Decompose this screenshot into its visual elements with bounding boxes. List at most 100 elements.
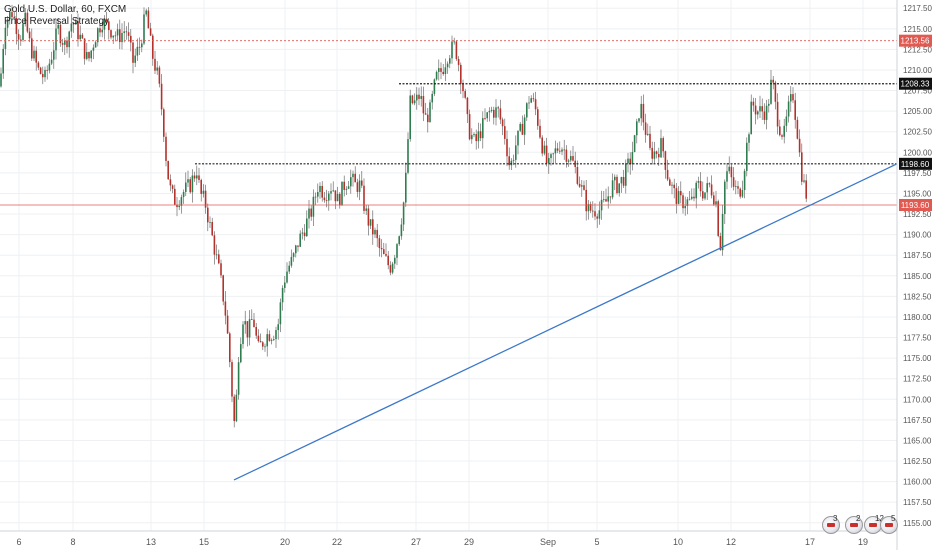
candle-body (396, 244, 398, 258)
candle-body (768, 103, 770, 106)
candle-body (616, 176, 618, 193)
candle-body (301, 232, 304, 234)
trendline-line[interactable] (233, 163, 898, 481)
candle-body (233, 396, 235, 422)
event-flag-icon[interactable] (880, 516, 898, 534)
candle-body (154, 58, 156, 71)
candle-body (121, 32, 123, 43)
candle-body (523, 117, 526, 135)
candle-body (345, 188, 348, 190)
candle-body (15, 18, 18, 35)
candle-body (207, 207, 209, 223)
candle-body (275, 330, 277, 340)
candle-body (277, 324, 279, 331)
candle-body (796, 119, 799, 139)
candle-body (149, 28, 152, 36)
y-tick-label: 1165.00 (903, 436, 932, 445)
candle-body (563, 149, 565, 151)
candle-body (167, 160, 169, 180)
x-tick-label: 19 (858, 537, 868, 547)
y-tick-label: 1180.00 (903, 313, 932, 322)
candle-body (273, 339, 275, 340)
event-flag-icon[interactable] (822, 516, 840, 534)
event-flag-icon[interactable] (845, 516, 863, 534)
y-tick-label: 1155.00 (903, 519, 932, 528)
candle-body (545, 145, 548, 164)
y-tick-label: 1175.00 (903, 354, 932, 363)
candle-body (97, 28, 99, 43)
candle-body (710, 184, 713, 196)
candle-body (684, 205, 686, 209)
candle-body (473, 134, 475, 136)
candle-body (55, 28, 57, 51)
candle-body (400, 224, 403, 237)
candle-body (303, 232, 306, 237)
candle-body (422, 96, 425, 114)
candle-body (202, 190, 205, 194)
y-tick-label: 1177.50 (903, 334, 932, 343)
candle-body (708, 183, 711, 185)
candle-body (589, 204, 592, 211)
candle-body (508, 156, 510, 166)
time-axis[interactable]: 6 8 13 15 20 22 27 29 Sep 5 10 12 17 19 (16, 537, 868, 547)
candle-body (110, 30, 112, 38)
candle-body (647, 133, 649, 135)
candle-body (81, 34, 84, 39)
candle-body (539, 125, 541, 138)
candle-body (358, 180, 361, 192)
candle-body (24, 12, 26, 25)
level-badge-label: 1213.56 (901, 37, 930, 46)
candle-body (499, 108, 502, 120)
y-tick-label: 1182.50 (903, 292, 932, 301)
candle-body (286, 271, 288, 283)
candle-body (350, 177, 352, 187)
candle-body (785, 116, 788, 126)
candle-body (251, 319, 253, 320)
candle-body (444, 67, 447, 75)
event-count: 5 (891, 514, 896, 523)
candle-body (686, 199, 689, 206)
candle-body (561, 149, 563, 152)
candle-body (737, 186, 739, 189)
candle-body (424, 113, 427, 115)
candle-body (235, 394, 238, 422)
candle-body (310, 208, 312, 217)
candle-body (695, 182, 697, 199)
candle-body (611, 180, 614, 198)
candle-body (127, 32, 130, 36)
candle-body (317, 192, 319, 197)
candle-body (178, 205, 180, 208)
candle-body (541, 137, 543, 154)
candle-body (664, 151, 667, 170)
candle-body (37, 62, 40, 68)
candle-body (152, 35, 154, 59)
price-axis[interactable]: 1155.00 1157.50 1160.00 1162.50 1165.00 1167.… (903, 4, 932, 528)
candle-body (90, 50, 92, 59)
candle-body (418, 94, 420, 99)
candle-body (559, 150, 561, 152)
candle-body (614, 176, 616, 181)
x-tick-label: 8 (70, 537, 75, 547)
candle-body (35, 50, 37, 63)
trendline[interactable] (233, 163, 898, 481)
study-title[interactable]: Price Reversal Strategy (4, 16, 110, 27)
candle-body (308, 208, 310, 219)
candle-body (297, 245, 299, 247)
candle-body (578, 183, 581, 187)
symbol-title[interactable]: Gold U.S. Dollar, 60, FXCM (4, 4, 127, 15)
y-tick-label: 1170.00 (903, 395, 932, 404)
candle-body (581, 185, 583, 187)
candle-body (92, 47, 95, 51)
candle-body (543, 145, 546, 154)
y-tick-label: 1172.50 (903, 375, 932, 384)
candle-body (46, 69, 48, 71)
candle-body (385, 253, 387, 256)
candle-body (116, 29, 119, 36)
candle-body (717, 201, 719, 236)
candle-body (510, 160, 513, 166)
candle-body (409, 95, 411, 140)
event-count: 12 (875, 514, 884, 523)
candle-body (229, 333, 231, 363)
candle-body (699, 181, 702, 192)
